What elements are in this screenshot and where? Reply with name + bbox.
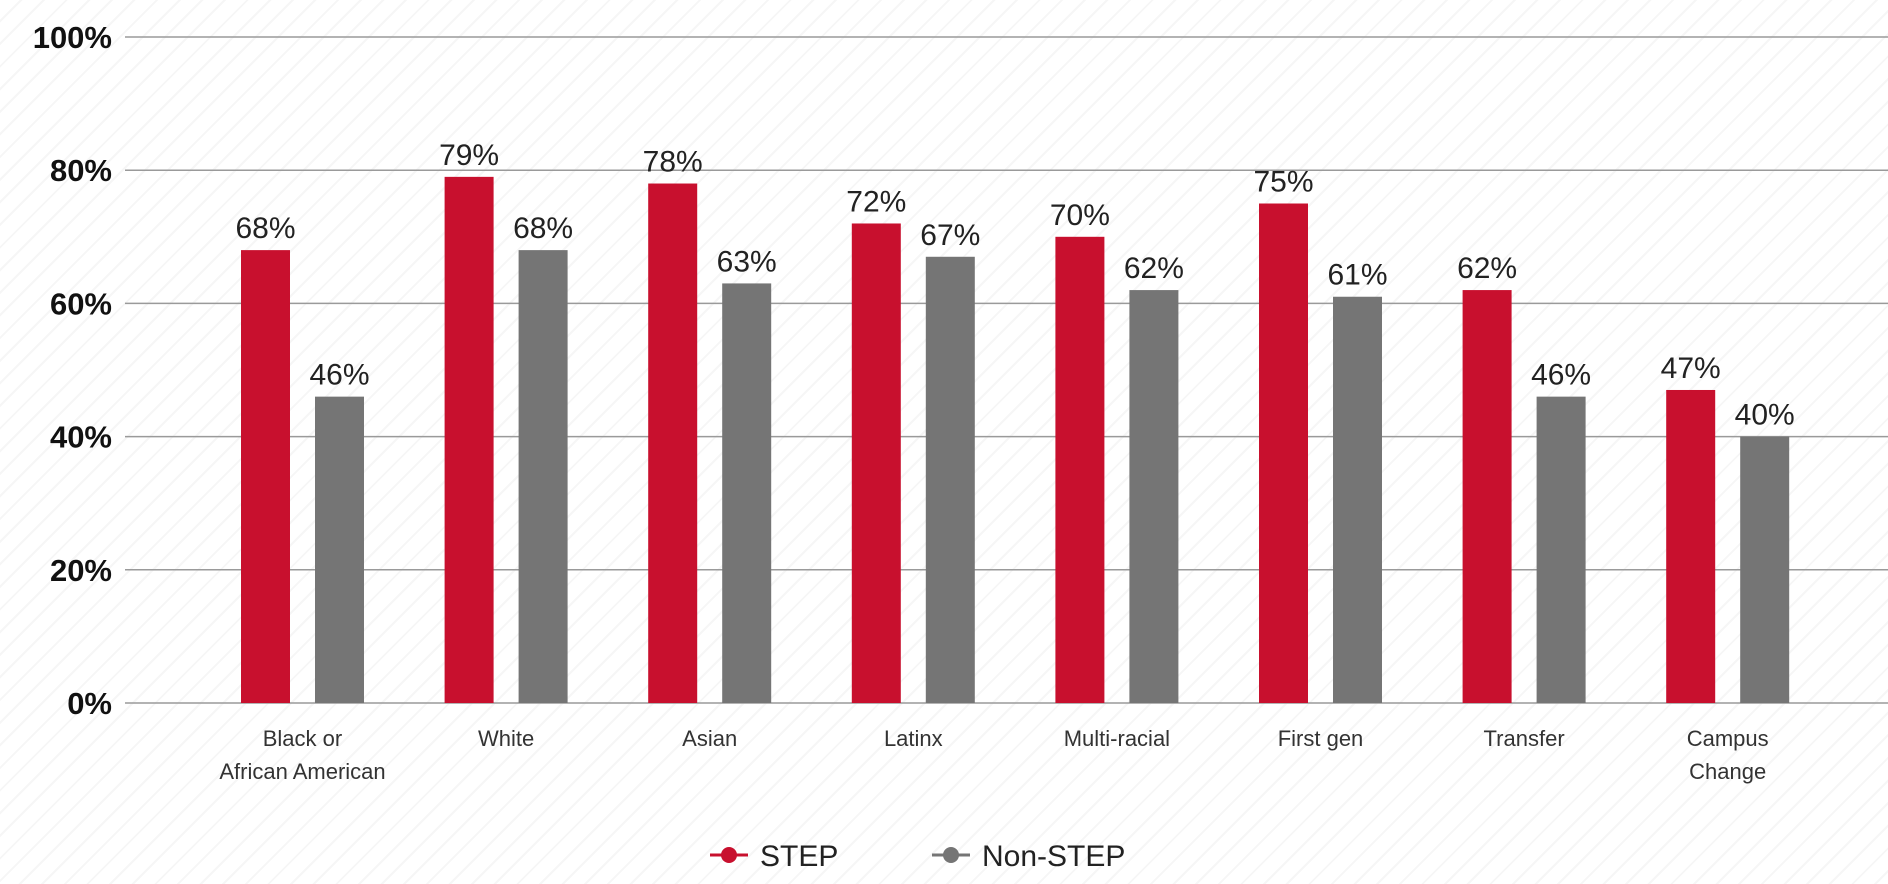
- legend-non-step-label: Non-STEP: [982, 840, 1125, 873]
- data-label: 68%: [235, 212, 295, 245]
- bar-non-step: [1333, 296, 1382, 703]
- bar-step: [444, 176, 494, 704]
- data-label: 75%: [1253, 166, 1313, 199]
- bar-step: [648, 183, 698, 703]
- bar-step: [851, 223, 901, 704]
- x-tick-label: African American: [219, 759, 385, 784]
- bar-non-step: [1536, 396, 1586, 703]
- data-label: 70%: [1050, 199, 1110, 232]
- bar-step: [1462, 290, 1512, 703]
- x-tick-label: Multi-racial: [1064, 726, 1170, 751]
- data-label: 40%: [1735, 399, 1795, 432]
- data-label: 68%: [513, 212, 573, 245]
- bar-non-step: [1740, 436, 1790, 703]
- data-label: 78%: [643, 146, 703, 179]
- x-tick-label: White: [478, 726, 534, 751]
- data-label: 72%: [846, 185, 906, 218]
- x-tick-label: Change: [1689, 759, 1766, 784]
- data-label: 62%: [1457, 252, 1517, 285]
- y-tick-label: 40%: [50, 420, 112, 455]
- bar-step: [1055, 236, 1105, 704]
- data-label: 61%: [1327, 259, 1387, 292]
- legend-step-marker: [721, 847, 737, 863]
- data-label: 47%: [1661, 352, 1721, 385]
- x-tick-label: Campus: [1687, 726, 1769, 751]
- bar-non-step: [722, 283, 772, 703]
- data-label: 67%: [920, 219, 980, 252]
- bar-step: [241, 250, 290, 703]
- bar-non-step: [518, 250, 568, 703]
- legend-non-step-marker: [943, 847, 959, 863]
- y-tick-label: 60%: [50, 286, 112, 321]
- y-tick-label: 20%: [50, 553, 112, 588]
- bar-non-step: [925, 256, 975, 703]
- x-tick-label: Asian: [682, 726, 737, 751]
- y-tick-label: 80%: [50, 153, 112, 188]
- y-tick-label: 0%: [67, 686, 112, 721]
- bar-non-step: [1129, 290, 1179, 703]
- bar-non-step: [315, 396, 364, 703]
- data-label: 62%: [1124, 252, 1184, 285]
- x-tick-label: Transfer: [1484, 726, 1565, 751]
- data-label: 46%: [1531, 359, 1591, 392]
- bar-step: [1666, 389, 1716, 703]
- data-label: 79%: [439, 139, 499, 172]
- data-label: 63%: [717, 245, 777, 278]
- legend-step-label: STEP: [760, 840, 838, 873]
- y-tick-label: 100%: [33, 20, 112, 55]
- x-tick-label: First gen: [1278, 726, 1364, 751]
- x-tick-label: Latinx: [884, 726, 943, 751]
- x-tick-label: Black or: [263, 726, 342, 751]
- data-label: 46%: [309, 359, 369, 392]
- bar-step: [1259, 203, 1308, 703]
